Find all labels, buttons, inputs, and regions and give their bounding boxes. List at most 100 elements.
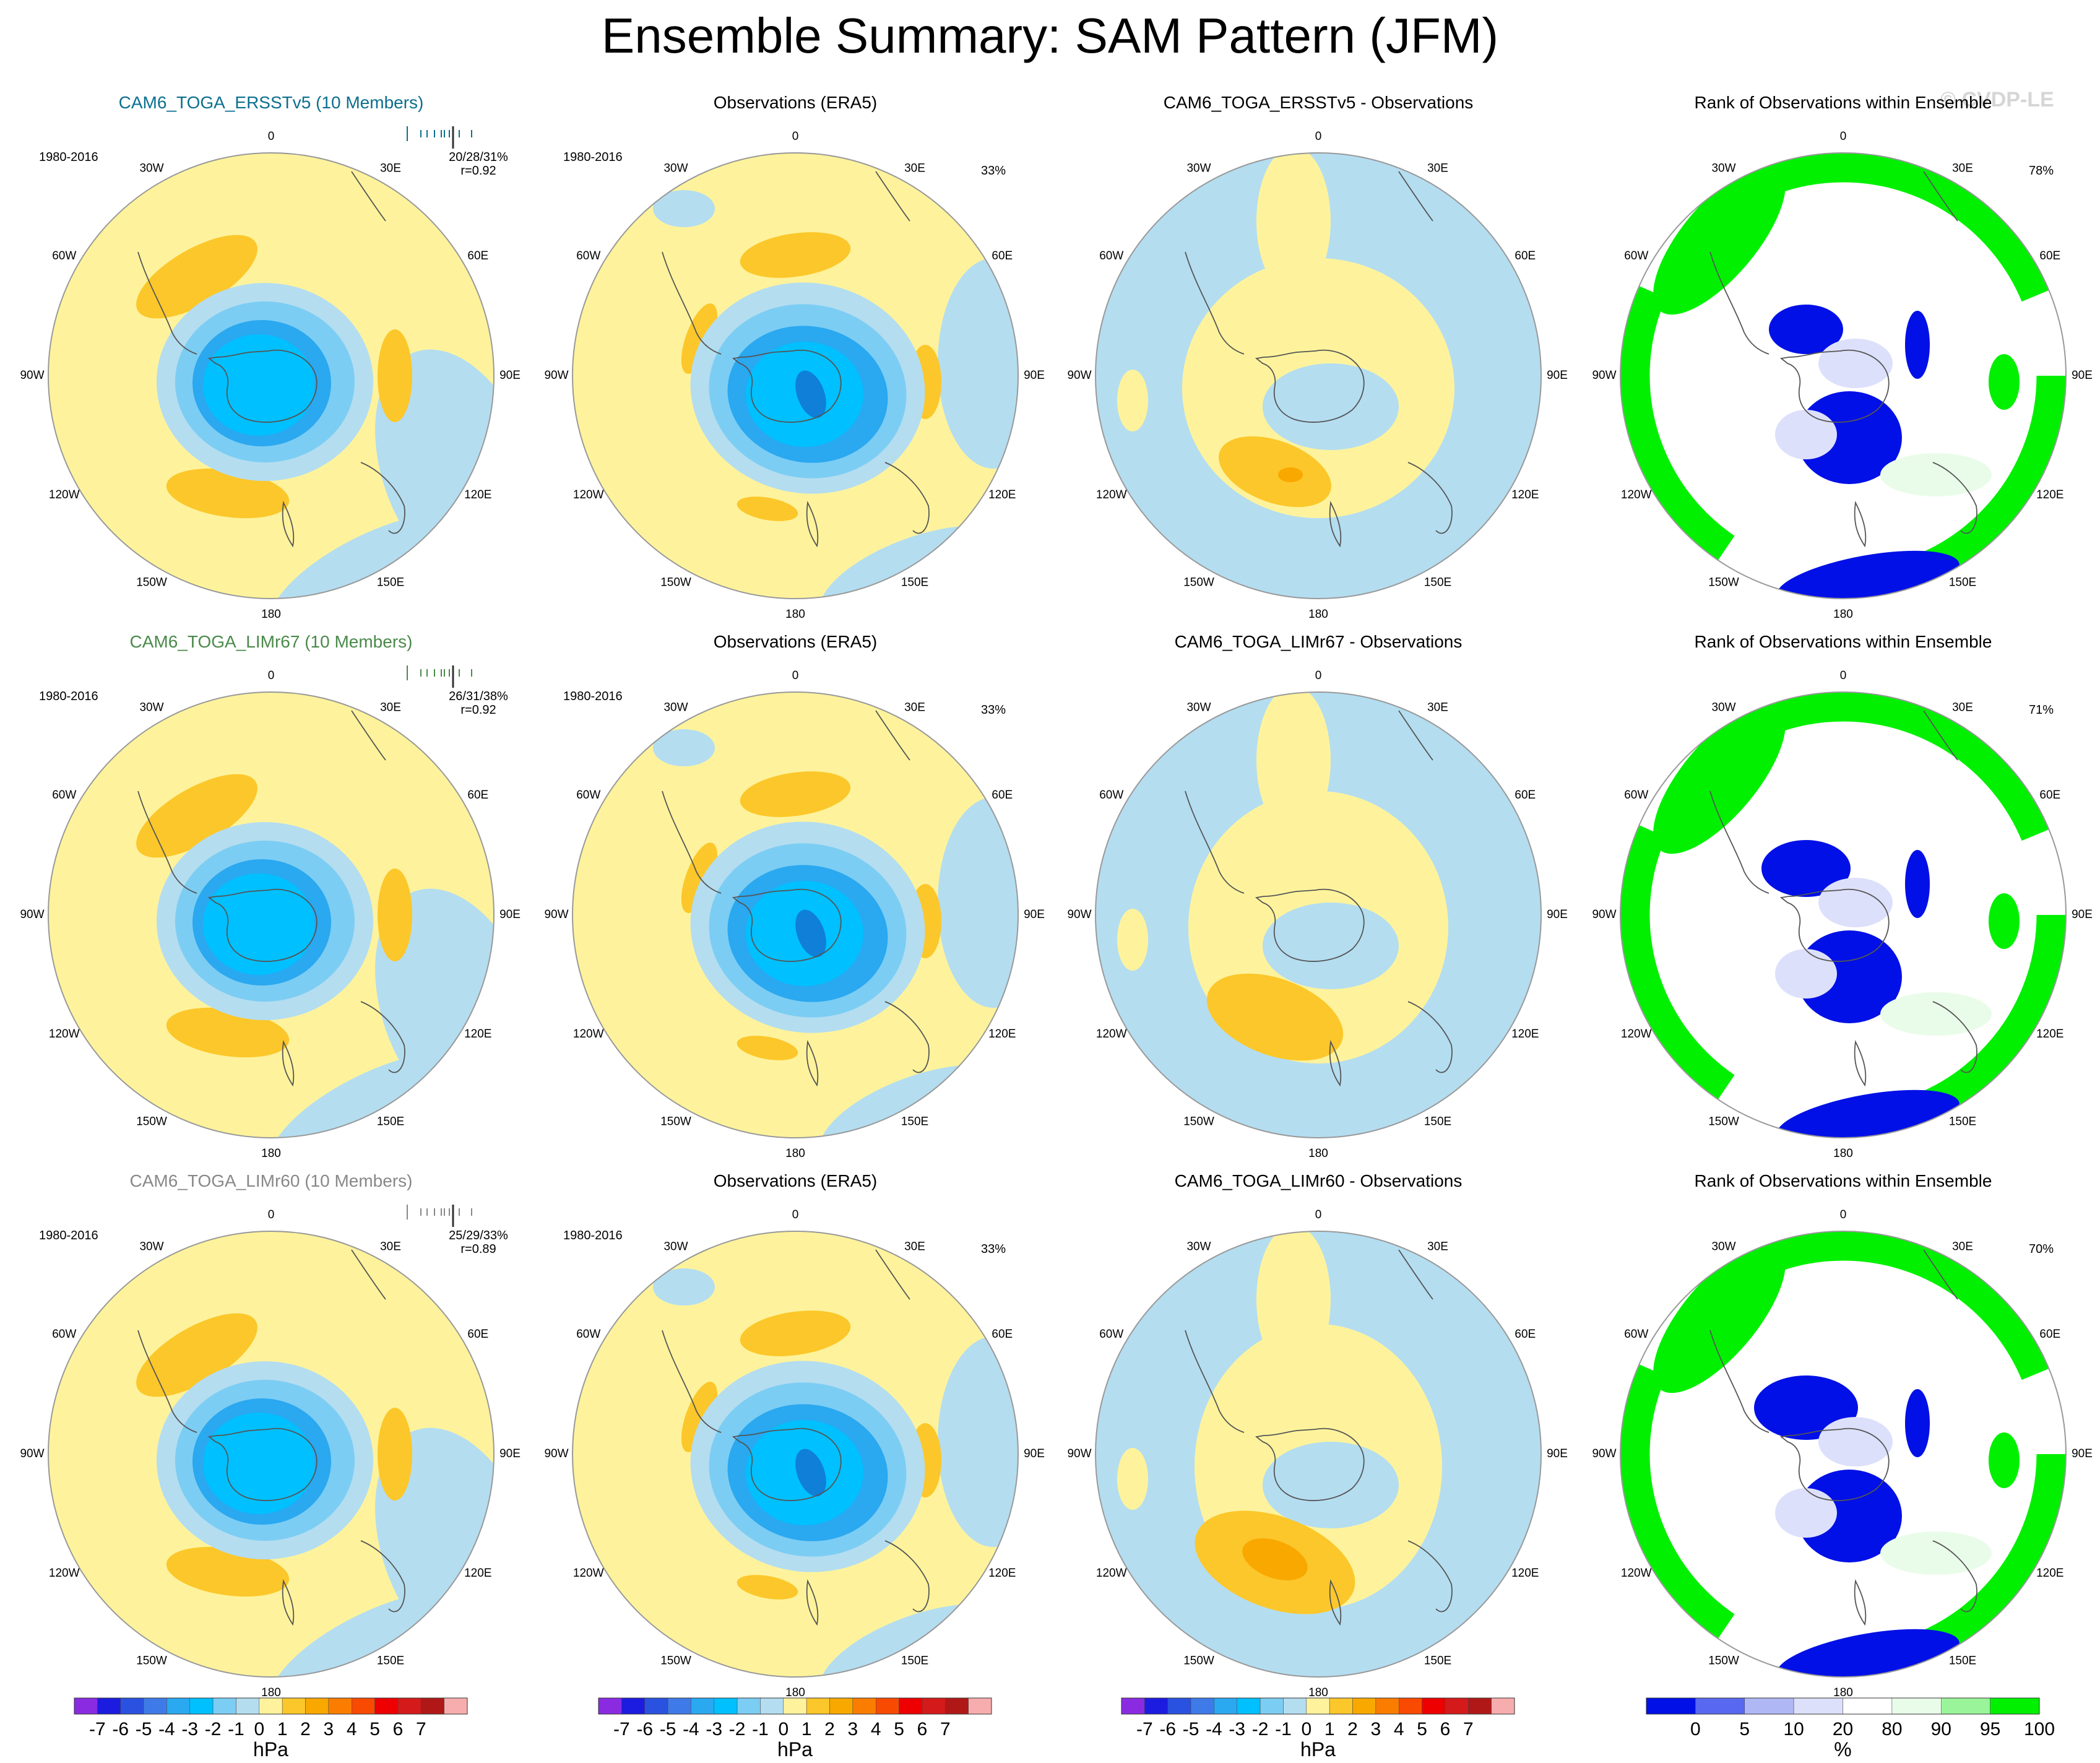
lon-label: 60E <box>2039 249 2060 262</box>
lon-label: 60E <box>467 789 488 802</box>
lon-label: 120W <box>573 1567 604 1580</box>
lon-label: 60W <box>1099 249 1123 262</box>
lon-label: 150E <box>377 1115 404 1128</box>
colorbar-0: -7 -6 -5 -4 -3 -2 -1 0 1 2 3 4 5 6 7 hPa <box>74 1697 468 1761</box>
antarctica-coastline <box>207 349 318 423</box>
coastline <box>884 462 930 534</box>
colorbar-tick: -2 <box>1252 1719 1269 1739</box>
lon-label: 0 <box>268 130 275 143</box>
map-r2-obs-field <box>573 1231 1018 1677</box>
lon-label: 0 <box>1315 130 1322 143</box>
member-spread-ticks <box>407 1205 472 1227</box>
colorbar-tick: 6 <box>393 1719 404 1739</box>
near-low-rank-region <box>1775 1488 1837 1538</box>
lon-label: 90W <box>20 908 44 921</box>
coastline <box>662 1330 722 1433</box>
positive-region <box>1117 370 1148 431</box>
colorbar-swatch <box>968 1697 992 1715</box>
antarctica-coastline <box>732 888 842 962</box>
lon-label: 90W <box>1592 908 1616 921</box>
light-blue-region <box>653 190 715 227</box>
map-r1-obs-field <box>573 692 1018 1138</box>
low-rank-region <box>1905 311 1930 379</box>
colorbar-tick: 2 <box>300 1719 311 1739</box>
colorbar-swatch <box>166 1697 191 1715</box>
colorbar-2: -7 -6 -5 -4 -3 -2 -1 0 1 2 3 4 5 6 7 hPa <box>1121 1697 1515 1761</box>
colorbar-swatch <box>1260 1697 1284 1715</box>
lon-label: 150W <box>1183 1115 1214 1128</box>
lon-label: 90E <box>499 908 521 921</box>
panel-title: Observations (ERA5) <box>714 1171 878 1190</box>
colorbar-swatch <box>1941 1697 1990 1715</box>
lon-label: 30E <box>380 1241 401 1254</box>
colorbar-tick: 1 <box>277 1719 288 1739</box>
near-high-rank-region <box>1880 453 1992 496</box>
colorbar-swatch <box>1237 1697 1261 1715</box>
watermark: © CVDP-LE <box>1940 88 2054 111</box>
colorbar-swatch <box>1144 1697 1168 1715</box>
coastline <box>1923 710 1958 761</box>
colorbar-tick: -3 <box>1229 1719 1245 1739</box>
colorbar-swatch <box>598 1697 622 1715</box>
map-r1-diff: 0 30E 60E 90E 120E 150E 180 150W 120W 90W 60W 30W <box>1067 669 1567 1160</box>
map-r1-rank-field <box>1620 692 2066 1138</box>
map-border <box>48 1231 495 1678</box>
positive-anomaly <box>1219 436 1331 508</box>
colorbar-tick: 2 <box>1347 1719 1358 1739</box>
map-border <box>572 691 1019 1138</box>
colorbar-tick: -3 <box>181 1719 198 1739</box>
coastline <box>1398 1249 1433 1300</box>
lon-label: 60W <box>576 789 600 802</box>
map-r0-model: 0 30E 60E 90E 120E 150E 180 150W 120W 90W 60W 30W <box>20 130 520 621</box>
colorbar-swatch <box>945 1697 969 1715</box>
colorbar-tick: 90 <box>1931 1719 1951 1739</box>
lon-label: 120E <box>1511 1567 1539 1580</box>
negative-core <box>795 1449 826 1497</box>
colorbar-tick: -4 <box>1206 1719 1222 1739</box>
lon-label: 150E <box>1424 1115 1451 1128</box>
colorbar-tick: 6 <box>1440 1719 1451 1739</box>
lon-label: 30W <box>663 162 688 175</box>
coastline <box>1709 1330 1769 1433</box>
map-r0-rank: 0 30E 60E 90E 120E 150E 180 150W 120W 90W 60W 30W <box>1592 130 2092 621</box>
coastline <box>875 1249 910 1300</box>
colorbar-swatch <box>1843 1697 1893 1715</box>
colorbar-swatch <box>189 1697 214 1715</box>
positive-region <box>1117 909 1148 971</box>
lon-label: 180 <box>1833 1686 1853 1699</box>
colorbar-swatch <box>236 1697 260 1715</box>
colorbar-swatch <box>899 1697 923 1715</box>
colorbar-swatch <box>1491 1697 1515 1715</box>
lon-label: 180 <box>261 608 281 621</box>
colorbar-tick: 0 <box>254 1719 264 1739</box>
panel-title: CAM6_TOGA_LIMr60 - Observations <box>1175 1171 1463 1190</box>
colorbar-swatch <box>305 1697 329 1715</box>
low-rank-region <box>1776 1629 1960 1677</box>
lon-label: 180 <box>785 1147 805 1160</box>
high-rank-region <box>1653 164 1786 315</box>
colorbar-tick: -2 <box>205 1719 222 1739</box>
colorbar-tick: 3 <box>848 1719 858 1739</box>
lon-label: 120E <box>2036 488 2063 501</box>
map-border <box>572 152 1019 599</box>
colorbar-tick: 0 <box>778 1719 789 1739</box>
lon-label: 120E <box>1511 1028 1539 1041</box>
lon-label: 120E <box>464 488 491 501</box>
lon-label: 150W <box>136 1115 167 1128</box>
lon-label: 0 <box>792 130 799 143</box>
lon-label: 90E <box>1024 1447 1045 1460</box>
lon-label: 60E <box>992 249 1013 262</box>
lon-label: 120E <box>1511 488 1539 501</box>
negative-region <box>1263 1442 1399 1528</box>
colorbar-swatch <box>444 1697 468 1715</box>
lon-label: 150W <box>136 1654 167 1667</box>
lon-label: 90E <box>2072 908 2093 921</box>
colorbar-tick: 7 <box>940 1719 951 1739</box>
pattern-percent: 33% <box>981 164 1006 178</box>
lon-label: 0 <box>1840 669 1847 682</box>
main-title: Ensemble Summary: SAM Pattern (JFM) <box>601 8 1499 63</box>
lon-label: 0 <box>792 669 799 682</box>
colorbar-tick: -6 <box>636 1719 653 1739</box>
lon-label: 60W <box>1624 249 1648 262</box>
colorbar-tick: -6 <box>1159 1719 1176 1739</box>
